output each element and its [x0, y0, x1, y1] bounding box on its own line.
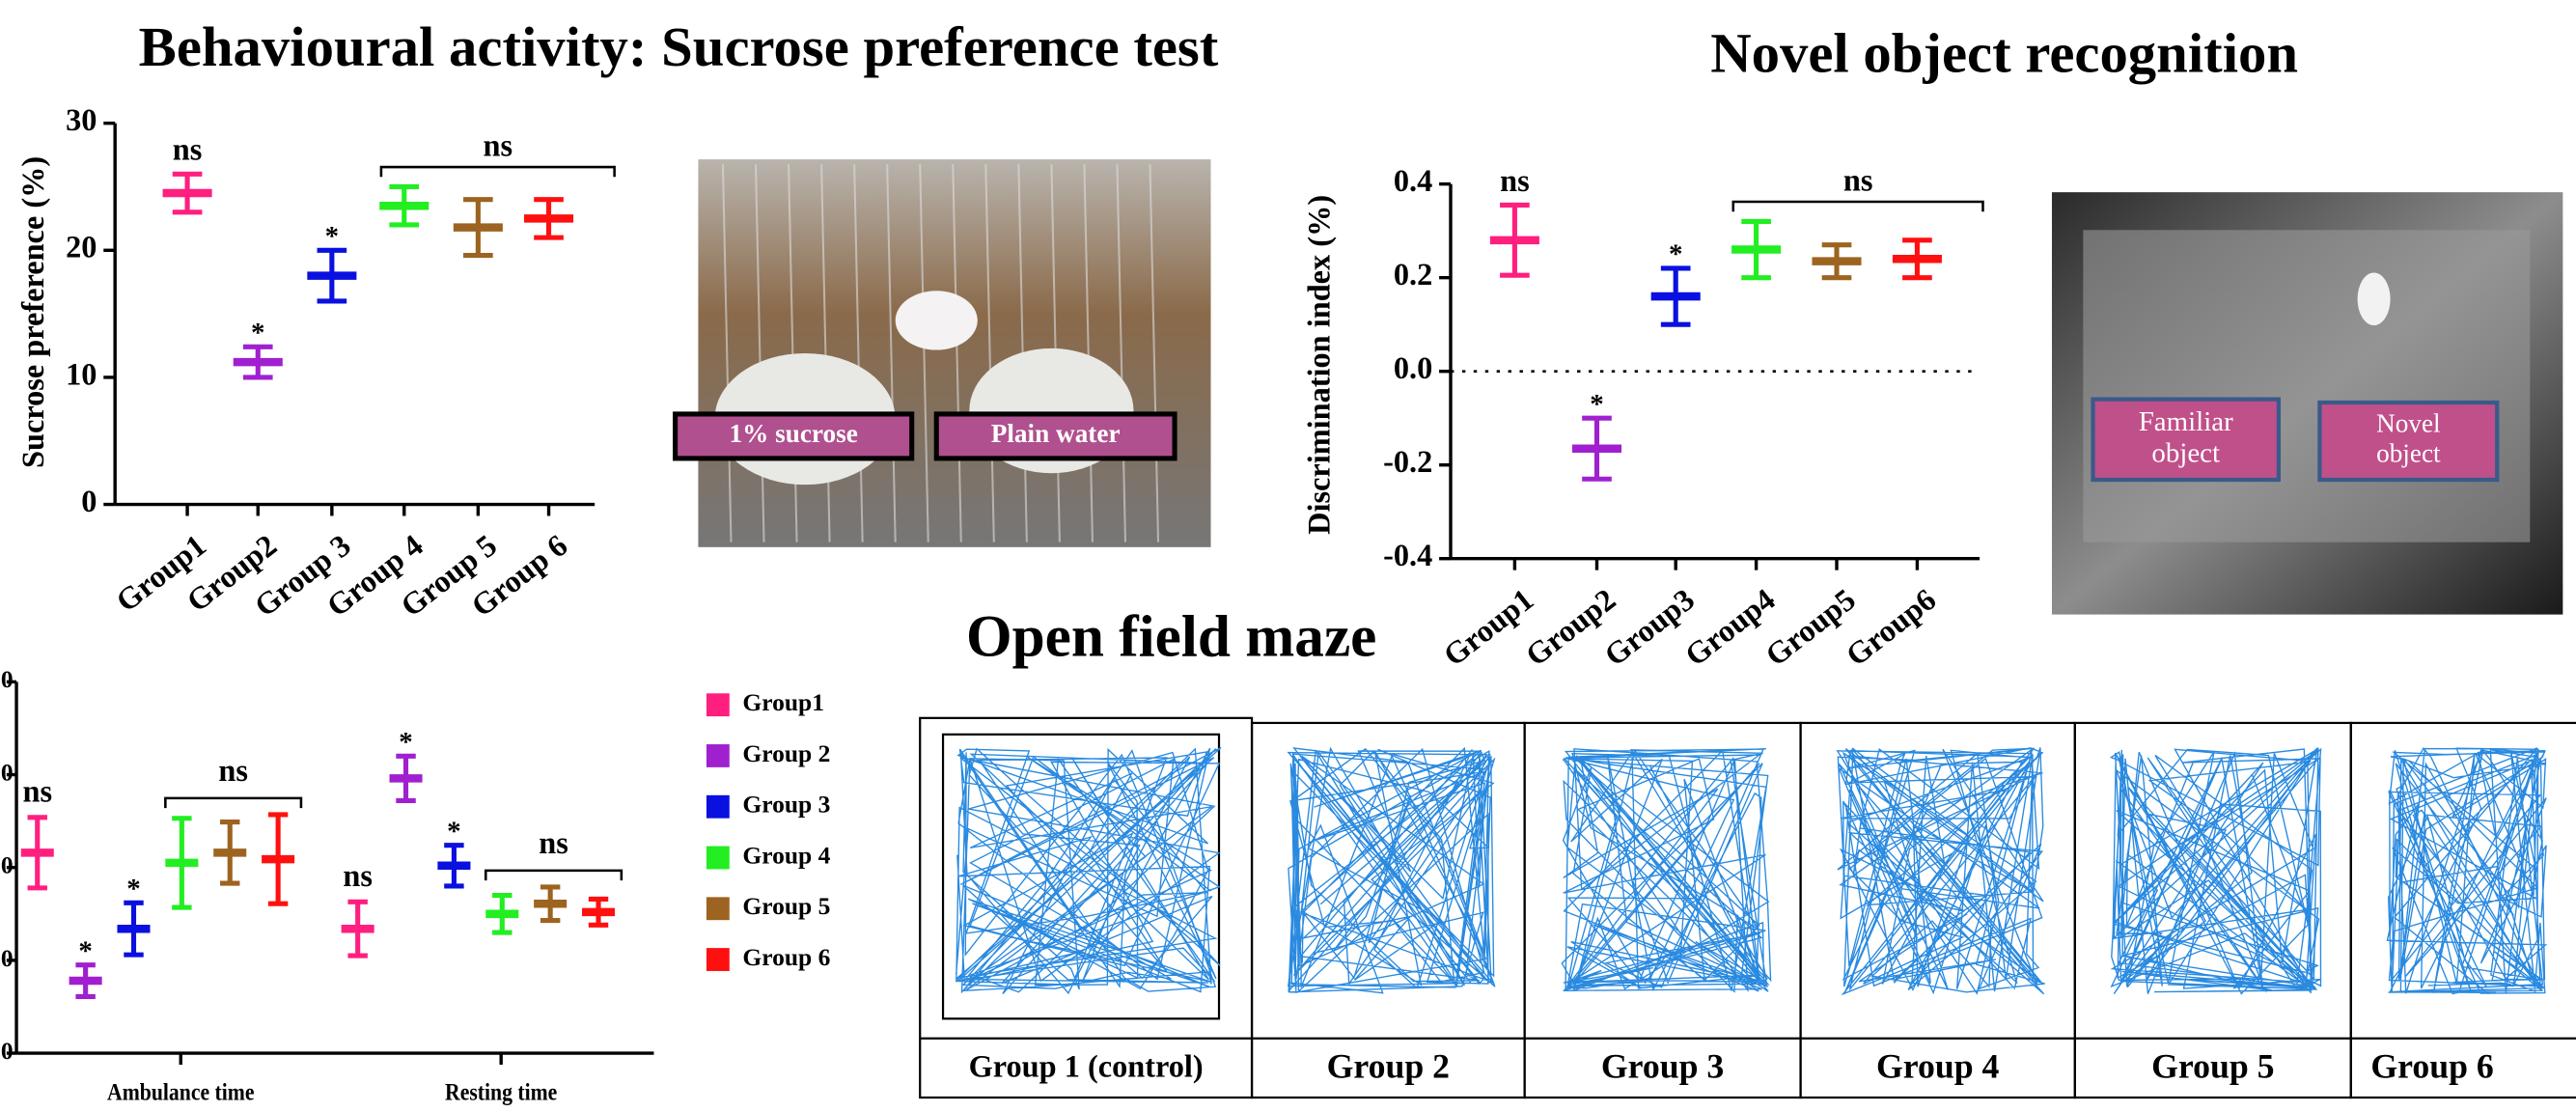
- y-tick-label: 10: [66, 356, 97, 391]
- significance: *: [78, 935, 92, 966]
- mouse: [896, 291, 978, 349]
- panel-label: Group 5: [2151, 1046, 2274, 1085]
- y-axis-label: Sucrose preference (%): [15, 156, 50, 468]
- bracket-label: ns: [483, 128, 512, 163]
- y-tick-label: 100: [0, 944, 14, 972]
- track: [1562, 749, 1770, 991]
- bracket-label: ns: [218, 753, 248, 788]
- page: {"chart_data":[ {"type":"errorbar","titl…: [0, 0, 2576, 1112]
- y-tick-label: 0.2: [1394, 257, 1432, 292]
- panel-label: Group 3: [1601, 1046, 1724, 1085]
- y-tick-label: 30: [66, 102, 97, 137]
- track: [956, 748, 1221, 994]
- x-tick-label: Group2: [1519, 582, 1622, 673]
- legend-swatch: [706, 795, 730, 819]
- x-tick-label: Group6: [1840, 582, 1943, 673]
- track: [1288, 748, 1495, 993]
- legend-label: Group 3: [742, 791, 830, 819]
- significance: *: [447, 816, 460, 847]
- x-tick-label: Resting time: [445, 1079, 557, 1106]
- track: [1838, 748, 2045, 994]
- y-tick-label: -0.4: [1383, 538, 1432, 572]
- legend-label: Group 6: [742, 943, 830, 971]
- significance: ns: [343, 858, 373, 893]
- panel-label: Group 2: [1327, 1046, 1450, 1085]
- y-tick-label: 0: [81, 484, 97, 518]
- panel-label: Group 4: [1876, 1046, 2000, 1085]
- photo-label: Plain water: [991, 419, 1121, 448]
- significance: *: [399, 727, 412, 758]
- legend-swatch: [706, 744, 730, 767]
- significance: *: [1669, 239, 1682, 270]
- legend-swatch: [706, 897, 730, 920]
- arena: [2083, 230, 2530, 542]
- figure: 1% sucrose Plain water Familiarobject Novel…: [0, 0, 2576, 1112]
- y-tick-label: 200: [0, 851, 14, 879]
- significance: ns: [1500, 163, 1530, 198]
- chart-title: Novel object recognition: [1710, 22, 2298, 85]
- bracket: [165, 798, 301, 808]
- y-tick-label: 400: [0, 665, 14, 693]
- x-tick-label: Group5: [1759, 582, 1862, 673]
- photo-label: 1% sucrose: [729, 419, 857, 448]
- legend-label: Group1: [742, 688, 824, 716]
- legend-label: Group 2: [742, 739, 830, 767]
- y-tick-label: 0.4: [1394, 163, 1432, 198]
- legend-swatch: [706, 693, 730, 716]
- y-tick-label: -0.2: [1383, 444, 1432, 479]
- section-title: Open field maze: [966, 604, 1376, 670]
- panel-label: Group 6: [2370, 1046, 2493, 1085]
- y-tick-label: 0.0: [1394, 350, 1432, 385]
- significance: *: [325, 221, 339, 252]
- x-tick-label: Ambulance time: [107, 1079, 254, 1106]
- y-axis-label: Discrimination index (%): [1302, 195, 1337, 535]
- significance: *: [126, 874, 140, 904]
- legend-label: Group 5: [742, 892, 830, 920]
- y-tick-label: 20: [66, 230, 97, 264]
- mouse: [2358, 273, 2391, 325]
- panel-label: Group 1 (control): [969, 1049, 1204, 1084]
- track: [2387, 748, 2546, 994]
- y-tick-label: 300: [0, 758, 14, 786]
- significance: *: [1590, 389, 1603, 420]
- legend-label: Group 4: [742, 841, 830, 869]
- bracket-label: ns: [539, 825, 568, 860]
- bracket: [1733, 202, 1983, 211]
- bracket: [381, 167, 615, 177]
- significance: *: [251, 318, 264, 348]
- y-tick-label: 0: [1, 1037, 14, 1065]
- bracket-label: ns: [1843, 163, 1873, 198]
- x-tick-label: Group4: [1678, 582, 1782, 673]
- significance: ns: [173, 132, 203, 167]
- significance: ns: [22, 773, 52, 808]
- x-tick-label: Group3: [1597, 582, 1701, 673]
- legend-swatch: [706, 948, 730, 971]
- track: [2111, 748, 2320, 994]
- x-tick-label: Group1: [1437, 582, 1540, 673]
- chart-title: Behavioural activity: Sucrose preference…: [139, 15, 1219, 78]
- bracket: [485, 871, 622, 880]
- legend-swatch: [706, 847, 730, 870]
